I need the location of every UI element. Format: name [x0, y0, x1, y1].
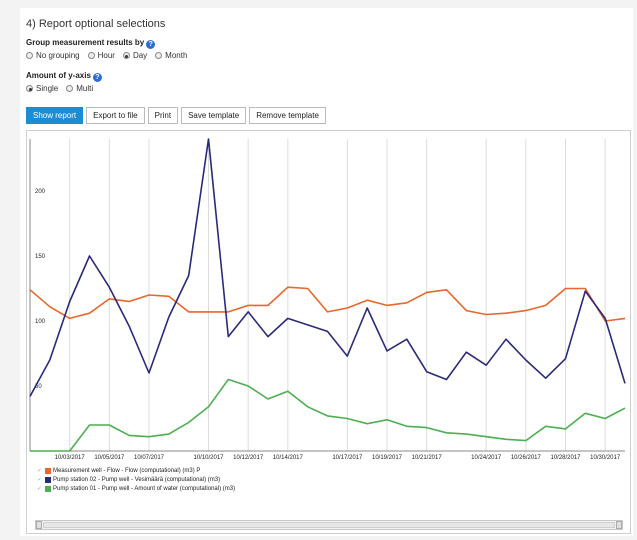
- x-tick-label: 10/12/2017: [233, 455, 264, 461]
- legend-item[interactable]: ✓ Pump station 02 - Pump well - Vesimäärä…: [37, 475, 235, 484]
- grouping-option-month[interactable]: Month: [155, 51, 187, 60]
- x-tick-label: 10/14/2017: [273, 455, 304, 461]
- yaxis-label: Amount of y-axis?: [26, 71, 102, 82]
- radio-label: Hour: [97, 51, 115, 60]
- radio-button[interactable]: [26, 52, 33, 59]
- legend-label: Pump station 02 - Pump well - Vesimäärä …: [53, 476, 221, 483]
- y-tick-label: 200: [35, 189, 46, 195]
- x-tick-label: 10/28/2017: [550, 455, 581, 461]
- grouping-option-hour[interactable]: Hour: [87, 51, 115, 60]
- x-tick-label: 10/10/2017: [193, 455, 224, 461]
- legend-label: Pump station 01 - Pump well - Amount of …: [53, 485, 236, 492]
- grouping-option-no-grouping[interactable]: No grouping: [26, 51, 80, 60]
- radio-button[interactable]: [26, 85, 33, 92]
- help-icon[interactable]: ?: [92, 73, 102, 82]
- scrollbar-right-handle[interactable]: [616, 521, 622, 529]
- y-tick-label: 50: [35, 384, 42, 390]
- action-toolbar: Show report Export to file Print Save te…: [26, 107, 326, 124]
- x-tick-label: 10/07/2017: [134, 455, 165, 461]
- x-tick-label: 10/26/2017: [511, 455, 542, 461]
- section-title: 4) Report optional selections: [26, 18, 166, 30]
- radio-label: Single: [36, 84, 59, 93]
- legend-item[interactable]: ✓ Measurement well - Flow - Flow (computa…: [37, 466, 235, 475]
- print-button[interactable]: Print: [147, 107, 179, 124]
- grouping-radio-group: No grouping Hour Day Month: [26, 51, 187, 60]
- legend-swatch: [45, 476, 51, 483]
- chart-legend: ✓ Measurement well - Flow - Flow (computa…: [37, 466, 235, 493]
- export-button[interactable]: Export to file: [86, 107, 145, 124]
- series-line-2: [29, 138, 626, 397]
- grouping-label: Group measurement results by?: [26, 38, 156, 49]
- report-options-panel: 4) Report optional selections Group meas…: [20, 8, 633, 536]
- x-tick-label: 10/19/2017: [372, 455, 403, 461]
- x-tick-label: 10/03/2017: [55, 455, 86, 461]
- check-icon[interactable]: ✓: [37, 477, 43, 483]
- series-line-3: [30, 378, 626, 452]
- y-tick-label: 150: [35, 254, 46, 260]
- line-chart: 10/03/2017 10/05/2017 10/07/2017 10/10/2017…: [29, 138, 626, 461]
- check-icon[interactable]: ✓: [37, 468, 43, 474]
- chart-container: 10/03/2017 10/05/2017 10/07/2017 10/10/2017…: [26, 130, 631, 534]
- chart-scrollbar[interactable]: [35, 520, 623, 530]
- help-icon[interactable]: ?: [146, 40, 156, 49]
- radio-button[interactable]: [155, 52, 163, 59]
- radio-label: Month: [165, 51, 188, 60]
- scrollbar-left-handle[interactable]: [36, 521, 42, 529]
- radio-button[interactable]: [87, 52, 95, 59]
- radio-button[interactable]: [122, 52, 130, 59]
- y-tick-label: 100: [35, 319, 46, 325]
- grouping-option-day[interactable]: Day: [122, 51, 148, 60]
- show-report-button[interactable]: Show report: [26, 107, 84, 124]
- yaxis-option-single[interactable]: Single: [26, 84, 58, 93]
- x-tick-label: 10/05/2017: [94, 455, 125, 461]
- legend-swatch: [45, 467, 51, 474]
- remove-template-button[interactable]: Remove template: [249, 107, 326, 124]
- x-tick-label: 10/17/2017: [332, 455, 363, 461]
- check-icon[interactable]: ✓: [37, 486, 43, 492]
- series-line-1: [29, 286, 626, 322]
- legend-label: Measurement well - Flow - Flow (computat…: [53, 467, 201, 474]
- x-tick-label: 10/30/2017: [590, 455, 621, 461]
- yaxis-option-multi[interactable]: Multi: [66, 84, 93, 93]
- legend-item[interactable]: ✓ Pump station 01 - Pump well - Amount of…: [37, 484, 235, 493]
- radio-label: No grouping: [36, 51, 80, 60]
- radio-label: Day: [132, 51, 148, 60]
- x-tick-label: 10/24/2017: [471, 455, 502, 461]
- scrollbar-track: [43, 522, 615, 528]
- x-tick-label: 10/21/2017: [412, 455, 443, 461]
- save-template-button[interactable]: Save template: [181, 107, 247, 124]
- radio-label: Multi: [76, 84, 94, 93]
- radio-button[interactable]: [66, 85, 74, 92]
- legend-swatch: [45, 485, 51, 492]
- yaxis-radio-group: Single Multi: [26, 84, 93, 93]
